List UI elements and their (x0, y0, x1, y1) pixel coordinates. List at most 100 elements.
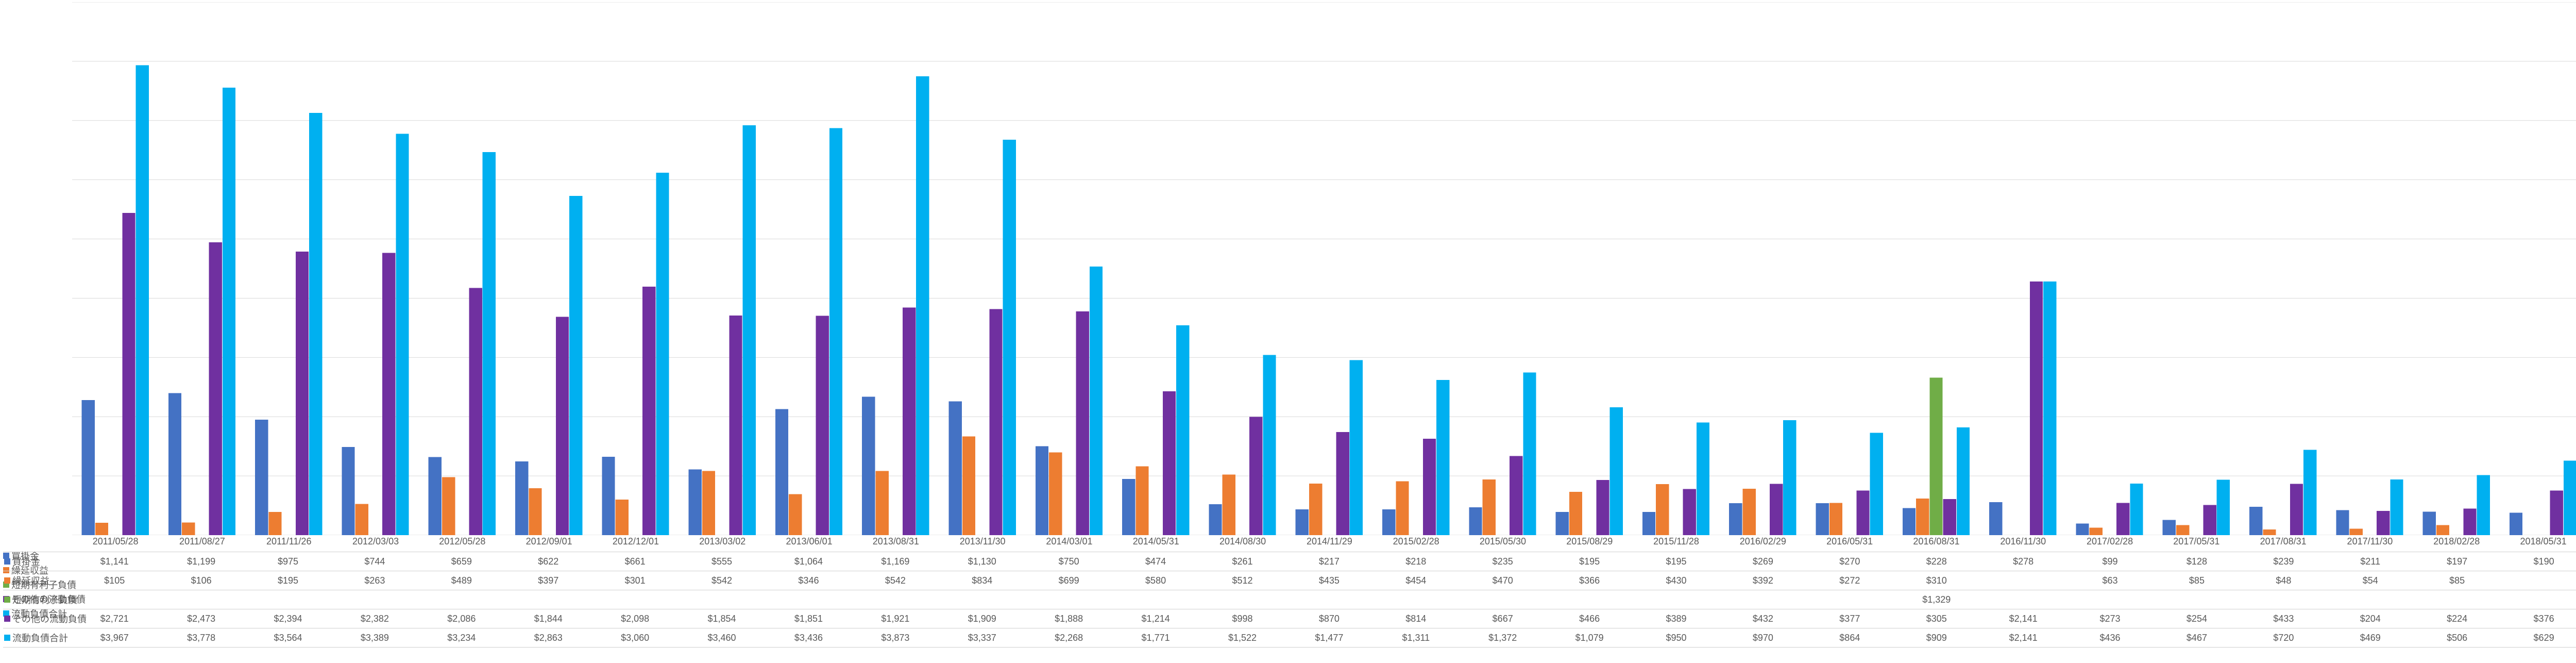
x-tick-label: 2017/05/31 (2173, 536, 2219, 547)
cell (2500, 575, 2576, 586)
bar (2463, 509, 2476, 536)
bar (1729, 503, 1742, 535)
bar (1350, 360, 1363, 535)
x-tick-label: 2014/05/31 (1133, 536, 1179, 547)
cell: $466 (1546, 614, 1633, 624)
cell: $195 (1633, 556, 1719, 567)
cell: $263 (331, 575, 418, 586)
bar (2477, 475, 2490, 535)
bar (1770, 484, 1783, 535)
bar (1296, 509, 1309, 535)
bar (1610, 407, 1623, 535)
cell: $1,214 (1112, 614, 1199, 624)
bar (916, 76, 929, 535)
bar (556, 317, 569, 535)
cell: $1,888 (1025, 614, 1112, 624)
cell (1460, 594, 1546, 605)
bar (2249, 507, 2262, 535)
plot-area (72, 2, 2576, 535)
cell: $217 (1286, 556, 1372, 567)
bar (602, 457, 615, 535)
bar (1076, 311, 1089, 535)
cell (2066, 594, 2153, 605)
bar (2377, 511, 2389, 535)
x-tick-label: 2015/02/28 (1393, 536, 1439, 547)
table-row: 流動負債合計$3,967$3,778$3,564$3,389$3,234$2,8… (3, 628, 2576, 648)
cell: $195 (1546, 556, 1633, 567)
row-label-left: 短期有利子負債 (3, 593, 71, 606)
bar (789, 494, 802, 536)
x-tick-label: 2012/09/01 (526, 536, 572, 547)
cell: $397 (505, 575, 591, 586)
cell: $273 (2066, 614, 2153, 624)
bar (382, 253, 395, 535)
data-table: 買掛金$1,141$1,199$975$744$659$622$661$555$… (3, 552, 2576, 661)
row-label-text: 繰延収益 (12, 574, 49, 587)
cell: $1,329 (1893, 594, 1980, 605)
bar (616, 500, 629, 535)
cell: $63 (2066, 575, 2153, 586)
cell: $389 (1633, 614, 1719, 624)
bar (122, 213, 135, 535)
row-label-left: 繰延収益 (3, 574, 71, 587)
cell (418, 594, 505, 605)
bar (2510, 512, 2522, 535)
cell (1546, 594, 1633, 605)
cell: $106 (158, 575, 244, 586)
table-row: 短期有利子負債$1,329$609$606$599$610短期有利子負債 (3, 590, 2576, 609)
cell: $720 (2240, 633, 2327, 643)
cell: $195 (245, 575, 331, 586)
bar (442, 477, 455, 535)
x-tick-label: 2017/11/30 (2347, 536, 2393, 547)
cell: $432 (1720, 614, 1806, 624)
cell: $2,721 (71, 614, 158, 624)
cell: $305 (1893, 614, 1980, 624)
cell: $744 (331, 556, 418, 567)
cell (1199, 594, 1285, 605)
bar (429, 457, 442, 535)
bar (642, 287, 655, 535)
cell: $1,909 (939, 614, 1025, 624)
bar (168, 393, 181, 536)
cell: $699 (1025, 575, 1112, 586)
bar (1396, 482, 1409, 535)
cell: $272 (1806, 575, 1893, 586)
bar (1943, 499, 1956, 535)
x-tick-label: 2016/02/29 (1740, 536, 1786, 547)
bar (342, 447, 354, 535)
table-row: 繰延収益$105$106$195$263$489$397$301$542$346… (3, 571, 2576, 590)
bar (396, 134, 409, 535)
bar (2090, 528, 2103, 536)
cell: $228 (1893, 556, 1980, 567)
bar (1569, 492, 1582, 535)
bar (1036, 446, 1048, 535)
bar (1697, 423, 1709, 535)
cell (1112, 594, 1199, 605)
bar (136, 65, 149, 536)
x-tick-label: 2011/08/27 (179, 536, 225, 547)
cell: $1,771 (1112, 633, 1199, 643)
bar (876, 471, 889, 536)
cell: $512 (1199, 575, 1285, 586)
cell (1286, 594, 1372, 605)
bar (1309, 484, 1322, 535)
cell (591, 594, 678, 605)
bar (729, 316, 742, 535)
cell: $48 (2240, 575, 2327, 586)
cell: $542 (679, 575, 765, 586)
bar (2423, 512, 2436, 535)
bar (1870, 433, 1883, 536)
x-tick-label: 2014/08/30 (1219, 536, 1266, 547)
cell: $254 (2154, 614, 2240, 624)
cell: $489 (418, 575, 505, 586)
bar (483, 152, 496, 535)
cell: $470 (1460, 575, 1546, 586)
cell: $376 (2500, 614, 2576, 624)
bar (569, 196, 582, 535)
cell: $54 (2327, 575, 2414, 586)
bar (1510, 456, 1522, 535)
bar (2163, 520, 2176, 535)
cell: $950 (1633, 633, 1719, 643)
cell: $190 (2500, 556, 2576, 567)
cell: $750 (1025, 556, 1112, 567)
